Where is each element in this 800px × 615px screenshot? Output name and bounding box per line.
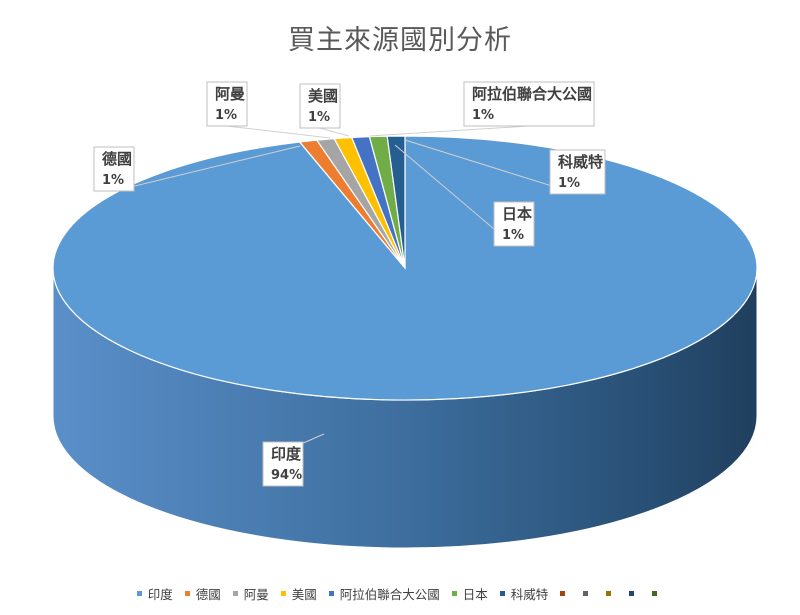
data-label-value-3: 1% bbox=[215, 108, 237, 123]
pie-top bbox=[52, 135, 758, 401]
slice-7 bbox=[386, 135, 406, 269]
leader-line-4 bbox=[319, 127, 350, 137]
data-label-name-2: 德國 bbox=[102, 150, 132, 168]
legend-item-6: 日本 bbox=[451, 584, 488, 603]
leader-line-2 bbox=[113, 145, 301, 192]
data-label-box-3 bbox=[206, 81, 248, 127]
legend-swatch-1 bbox=[136, 591, 142, 596]
data-label-box-5 bbox=[463, 81, 595, 127]
data-label-value-2: 1% bbox=[102, 173, 124, 188]
legend-item-9 bbox=[583, 591, 594, 596]
data-label-box-4 bbox=[299, 83, 341, 129]
legend-label-5: 阿拉伯聯合大公國 bbox=[339, 587, 440, 602]
data-label-value-4: 1% bbox=[308, 110, 330, 125]
data-label-name-3: 阿曼 bbox=[215, 85, 245, 103]
data-label-value-6: 1% bbox=[502, 228, 524, 243]
legend-label-6: 日本 bbox=[462, 587, 488, 602]
data-label-name-6: 日本 bbox=[502, 205, 532, 223]
leader-line-3 bbox=[226, 125, 331, 139]
legend-swatch-11 bbox=[629, 591, 635, 596]
data-label-name-1: 印度 bbox=[271, 445, 302, 463]
data-label-name-4: 美國 bbox=[308, 87, 338, 105]
legend-swatch-12 bbox=[652, 591, 658, 596]
legend-item-2: 德國 bbox=[184, 584, 221, 603]
legend-swatch-4 bbox=[280, 591, 286, 596]
legend-swatch-8 bbox=[560, 591, 566, 596]
legend-swatch-2 bbox=[184, 591, 190, 596]
legend-item-3: 阿曼 bbox=[232, 584, 269, 603]
data-label-name-5: 阿拉伯聯合大公國 bbox=[472, 85, 592, 103]
legend-swatch-6 bbox=[451, 591, 457, 596]
data-labels: 印度 94% 德國 1% 阿曼 1% 美國 1% 阿拉伯聯合大公國 1% 日本 1% 科威特 1% bbox=[93, 81, 606, 487]
legend-swatch-3 bbox=[232, 591, 238, 596]
legend: 印度 德國 阿曼 美國 阿拉伯聯合大公國 日本 科威特 bbox=[0, 584, 800, 603]
data-label-value-7: 1% bbox=[558, 176, 580, 191]
legend-item-7: 科威特 bbox=[499, 584, 549, 603]
legend-swatch-5 bbox=[328, 591, 334, 596]
data-label-name-7: 科威特 bbox=[558, 153, 603, 171]
legend-label-2: 德國 bbox=[195, 587, 221, 602]
leader-line-7 bbox=[404, 139, 578, 195]
legend-label-4: 美國 bbox=[291, 587, 317, 602]
legend-item-11 bbox=[629, 591, 640, 596]
legend-label-3: 阿曼 bbox=[243, 587, 269, 602]
legend-item-8 bbox=[560, 591, 571, 596]
data-label-box-2 bbox=[93, 146, 135, 192]
legend-item-1: 印度 bbox=[136, 584, 173, 603]
legend-swatch-7 bbox=[499, 591, 505, 596]
legend-swatch-10 bbox=[606, 591, 612, 596]
leader-line-1 bbox=[300, 433, 325, 445]
legend-label-1: 印度 bbox=[147, 587, 173, 602]
data-label-value-1: 94% bbox=[271, 468, 302, 483]
data-label-box-7 bbox=[549, 149, 606, 195]
data-label-value-5: 1% bbox=[472, 108, 494, 123]
legend-item-10 bbox=[606, 591, 617, 596]
data-label-box-6 bbox=[493, 201, 535, 247]
chart-title: 買主來源國別分析 bbox=[288, 25, 512, 56]
legend-item-5: 阿拉伯聯合大公國 bbox=[328, 584, 440, 603]
leader-line-5 bbox=[369, 125, 530, 137]
legend-item-4: 美國 bbox=[280, 584, 317, 603]
data-label-box-1 bbox=[262, 441, 304, 487]
legend-swatch-9 bbox=[583, 591, 589, 596]
legend-item-12 bbox=[652, 591, 663, 596]
legend-label-7: 科威特 bbox=[510, 587, 549, 602]
